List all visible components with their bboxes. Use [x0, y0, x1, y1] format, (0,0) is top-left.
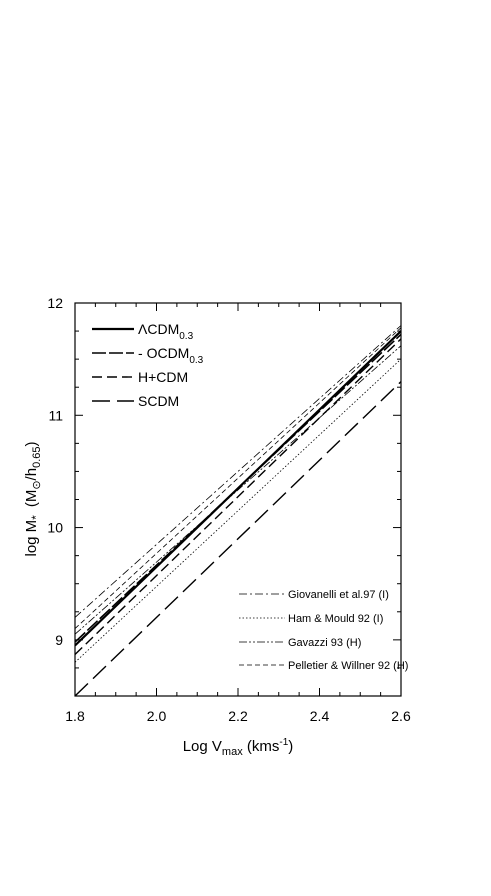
- series-line-6: [75, 345, 401, 635]
- legend-label-pelletier: Pelletier & Willner 92 (H): [288, 660, 408, 672]
- y-axis-label-units-pre: (M: [23, 490, 40, 508]
- x-axis-label-units-post: ): [288, 738, 293, 755]
- y-axis-label-units-sub2: 0.65: [31, 446, 43, 467]
- x-axis-label-units-sup: -1: [279, 737, 288, 748]
- x-axis-label-units-pre: (kms: [243, 738, 280, 755]
- y-axis-label-units-mid: /h: [23, 468, 40, 481]
- legend-observations: Giovanelli et al.97 (I) Ham & Mould 92 (…: [239, 589, 408, 672]
- x-tick-label: 1.8: [65, 708, 85, 724]
- y-tick-label: 11: [48, 407, 63, 423]
- x-tick-label: 2.6: [391, 708, 411, 724]
- series-line-3: [75, 381, 401, 696]
- y-tick-label: 12: [47, 295, 63, 311]
- y-tick-label: 9: [55, 632, 63, 648]
- y-axis-label-units-post: ): [23, 441, 40, 446]
- y-axis-label-main: log M: [23, 520, 40, 557]
- x-axis-label: Log Vmax (kms-1): [183, 737, 294, 758]
- legend-label-lcdm: ΛCDM0.3: [138, 321, 194, 342]
- y-tick-label: 10: [47, 520, 63, 536]
- y-axis-label-units-sub1: ⊙: [31, 480, 43, 489]
- series-line-1: [75, 333, 401, 643]
- y-axis-label: log M* (M⊙/h0.65): [23, 441, 43, 556]
- legend-label-giovanelli: Giovanelli et al.97 (I): [288, 589, 389, 601]
- x-axis-label-sub: max: [222, 746, 243, 758]
- y-axis-label-star: *: [29, 515, 43, 520]
- legend-label-ocdm: - OCDM0.3: [138, 345, 204, 366]
- series-line-5: [75, 358, 401, 663]
- series-line-2: [75, 338, 401, 656]
- tick-labels: 1.8 2.0 2.2 2.4 2.6 9 10 11 12: [47, 295, 411, 724]
- x-tick-label: 2.4: [310, 708, 330, 724]
- legend-models: ΛCDM0.3 - OCDM0.3 H+CDM SCDM: [92, 321, 204, 409]
- legend-label-ham-mould: Ham & Mould 92 (I): [288, 613, 383, 625]
- legend-label-hcdm: H+CDM: [138, 369, 188, 385]
- legend-label-scdm: SCDM: [138, 393, 179, 409]
- x-axis-label-main: Log V: [183, 738, 222, 755]
- plot-lines: [75, 325, 401, 696]
- x-tick-label: 2.2: [228, 708, 248, 724]
- ticks: [74, 302, 402, 697]
- legend-label-gavazzi: Gavazzi 93 (H): [288, 637, 361, 649]
- x-tick-label: 2.0: [147, 708, 167, 724]
- series-line-4: [75, 325, 401, 618]
- series-line-7: [75, 327, 401, 629]
